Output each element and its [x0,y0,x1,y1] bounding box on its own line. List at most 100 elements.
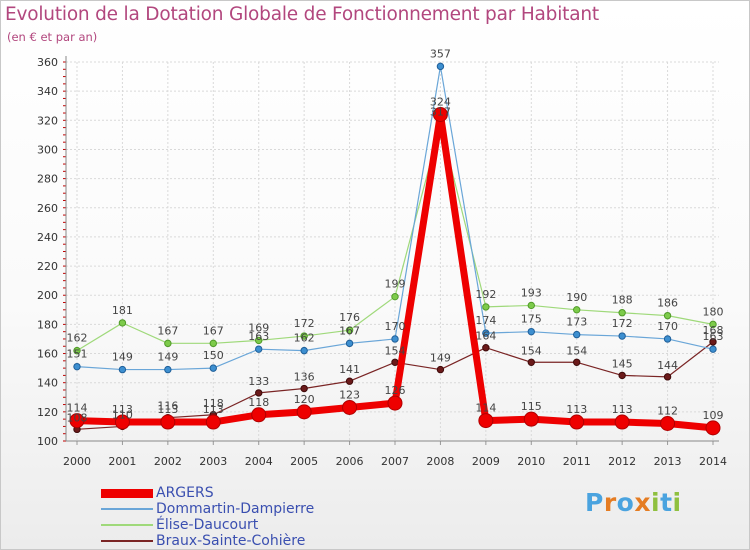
legend-item--lise-daucourt: Élise-Daucourt [101,517,258,533]
data-point-dommartin-dampierre [663,335,672,343]
data-label-dommartin-dampierre: 174 [475,314,496,327]
data-point--lise-daucourt [482,303,490,311]
y-tick-label: 120 [37,406,58,419]
data-label-braux-sainte-cohi-re: 110 [112,408,133,421]
data-label-braux-sainte-cohi-re: 154 [521,344,542,357]
data-label--lise-daucourt: 180 [703,305,724,318]
data-label-dommartin-dampierre: 151 [67,348,88,361]
legend-item-dommartin-dampierre: Dommartin-Dampierre [101,501,314,517]
data-label--lise-daucourt: 181 [112,304,133,317]
x-tick-label: 2007 [381,455,409,468]
logo-letter: P [585,488,604,517]
data-point--lise-daucourt [391,292,399,301]
data-label-argers: 123 [339,388,360,401]
data-point-braux-sainte-cohi-re [300,384,308,393]
y-tick-label: 320 [37,114,58,127]
data-point-argers [614,414,630,430]
data-label-dommartin-dampierre: 170 [657,320,678,333]
data-point--lise-daucourt [709,320,717,329]
data-point-argers [432,106,448,122]
data-label-argers: 120 [294,393,315,406]
data-label--lise-daucourt: 193 [521,286,542,299]
data-point-dommartin-dampierre [300,346,308,355]
data-label--lise-daucourt: 176 [339,311,360,324]
data-point-argers [205,414,221,430]
y-tick-label: 360 [37,56,58,69]
data-point-dommartin-dampierre [209,364,217,372]
x-tick-label: 2002 [154,455,182,468]
data-point-argers [523,411,539,427]
data-label-dommartin-dampierre: 163 [703,330,724,343]
data-point-braux-sainte-cohi-re [618,371,626,380]
data-label--lise-daucourt: 167 [203,324,224,337]
data-point-dommartin-dampierre [73,362,81,371]
data-label-braux-sainte-cohi-re: 118 [203,397,224,410]
logo-letter: i [651,488,661,517]
data-point-dommartin-dampierre [527,327,535,336]
data-point-argers [478,413,494,429]
data-point-braux-sainte-cohi-re [436,365,445,374]
data-point-braux-sainte-cohi-re [345,377,354,385]
data-label-dommartin-dampierre: 163 [248,330,269,343]
data-label--lise-daucourt: 192 [475,288,496,301]
data-label-braux-sainte-cohi-re: 133 [248,375,269,388]
data-label-argers: 113 [112,403,133,416]
y-tick-label: 240 [37,231,58,244]
data-label-braux-sainte-cohi-re: 116 [157,400,178,413]
y-tick-label: 180 [37,318,58,331]
data-label-braux-sainte-cohi-re: 154 [566,344,587,357]
data-label--lise-daucourt: 186 [657,297,678,310]
data-label-braux-sainte-cohi-re: 168 [703,324,724,337]
x-tick-label: 2011 [563,455,591,468]
data-point-argers [660,416,676,432]
x-tick-label: 2005 [290,455,318,468]
data-point--lise-daucourt [118,319,127,327]
logo-letter: i [672,488,682,517]
data-point--lise-daucourt [573,306,581,314]
data-point-argers [705,420,721,436]
data-point-dommartin-dampierre [345,339,354,348]
data-point-braux-sainte-cohi-re [255,389,263,397]
data-label-dommartin-dampierre: 172 [612,317,633,330]
data-label--lise-daucourt: 167 [157,324,178,337]
data-label-dommartin-dampierre: 357 [430,47,451,60]
y-tick-label: 140 [37,377,58,390]
x-tick-label: 2001 [108,455,136,468]
x-tick-label: 2000 [63,455,91,468]
data-point-braux-sainte-cohi-re [573,358,581,366]
data-point--lise-daucourt [300,332,308,340]
data-label-braux-sainte-cohi-re: 164 [475,330,496,343]
y-tick-label: 340 [37,85,58,98]
data-point-argers [69,413,85,429]
data-label-braux-sainte-cohi-re: 144 [657,359,678,372]
data-label-argers: 114 [475,402,496,415]
x-tick-label: 2010 [517,455,545,468]
y-tick-label: 260 [37,202,58,215]
data-point--lise-daucourt [164,339,172,348]
legend-swatch [101,524,153,526]
y-tick-label: 160 [37,348,58,361]
data-point-braux-sainte-cohi-re [663,373,672,381]
x-tick-label: 2013 [654,455,682,468]
data-point-dommartin-dampierre [618,332,626,340]
data-label-braux-sainte-cohi-re: 145 [612,357,633,370]
x-tick-label: 2004 [245,455,273,468]
data-label-dommartin-dampierre: 150 [203,349,224,362]
legend-label: Élise-Daucourt [156,517,259,533]
y-tick-label: 280 [37,173,58,186]
data-point--lise-daucourt [618,309,626,317]
data-point--lise-daucourt [527,301,535,310]
data-label--lise-daucourt: 199 [385,278,406,291]
x-tick-label: 2008 [426,455,454,468]
data-label-argers: 109 [703,409,724,422]
data-label--lise-daucourt: 172 [294,317,315,330]
y-tick-label: 300 [37,143,58,156]
logo-letter: t [660,488,673,517]
data-point-dommartin-dampierre [255,345,263,353]
data-label-braux-sainte-cohi-re: 154 [385,344,406,357]
data-label-argers: 113 [203,403,224,416]
legend-swatch [101,540,153,542]
data-label-argers: 324 [430,95,451,108]
